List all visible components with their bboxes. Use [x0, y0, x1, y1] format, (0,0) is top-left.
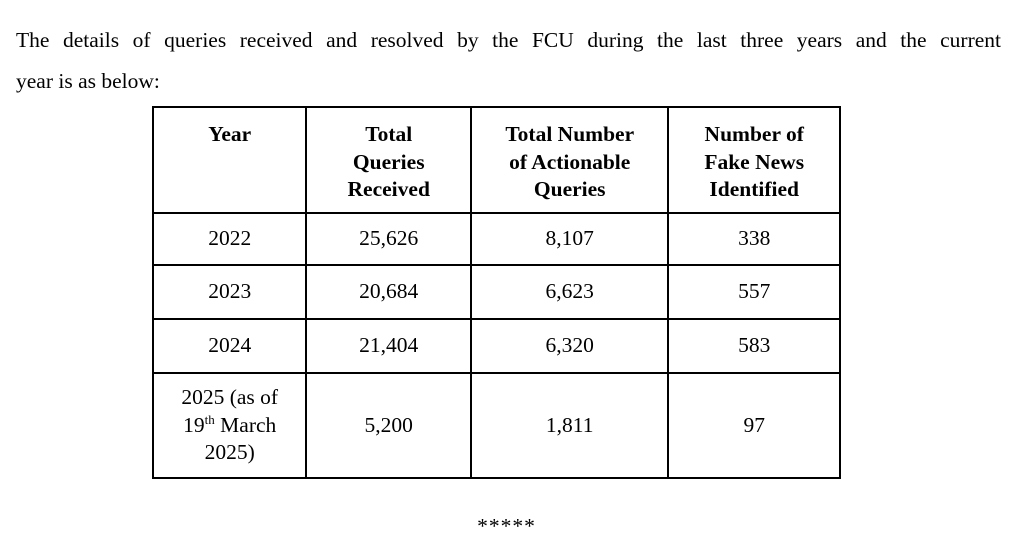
- header-total-queries-received: Total Queries Received: [305, 106, 472, 214]
- cell-actionable-queries: 6,320: [469, 318, 670, 374]
- header-fake-news-identified: Number of Fake News Identified: [667, 106, 841, 214]
- cell-total-queries: 21,404: [305, 318, 472, 374]
- fcu-queries-table: Year Total Queries Received Total Number…: [151, 106, 841, 479]
- table-header-row: Year Total Queries Received Total Number…: [151, 106, 841, 214]
- cell-fake-news: 557: [667, 264, 841, 320]
- header-year: Year: [151, 106, 308, 214]
- table-row: 2022 25,626 8,107 338: [151, 212, 841, 266]
- table-row: 2024 21,404 6,320 583: [151, 318, 841, 374]
- end-of-document-marker: *****: [477, 514, 536, 538]
- cell-actionable-queries: 1,811: [469, 372, 670, 479]
- cell-total-queries: 5,200: [305, 372, 472, 479]
- cell-fake-news: 338: [667, 212, 841, 266]
- cell-total-queries: 20,684: [305, 264, 472, 320]
- table-row: 2025 (as of 19th March 2025) 5,200 1,811…: [151, 372, 841, 479]
- cell-fake-news: 97: [667, 372, 841, 479]
- cell-year: 2024: [151, 318, 308, 374]
- intro-line-1: The details of queries received and reso…: [16, 28, 1001, 52]
- header-total-actionable-queries: Total Number of Actionable Queries: [469, 106, 670, 214]
- cell-total-queries: 25,626: [305, 212, 472, 266]
- intro-line-2: year is as below:: [16, 69, 160, 93]
- cell-fake-news: 583: [667, 318, 841, 374]
- cell-year: 2025 (as of 19th March 2025): [151, 372, 308, 479]
- table-row: 2023 20,684 6,623 557: [151, 264, 841, 320]
- intro-paragraph: The details of queries received and reso…: [16, 20, 1001, 102]
- cell-actionable-queries: 6,623: [469, 264, 670, 320]
- cell-year: 2022: [151, 212, 308, 266]
- cell-year: 2023: [151, 264, 308, 320]
- cell-actionable-queries: 8,107: [469, 212, 670, 266]
